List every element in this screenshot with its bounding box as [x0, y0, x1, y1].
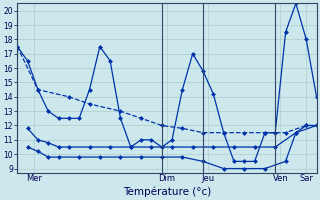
X-axis label: Température (°c): Température (°c)	[123, 186, 211, 197]
